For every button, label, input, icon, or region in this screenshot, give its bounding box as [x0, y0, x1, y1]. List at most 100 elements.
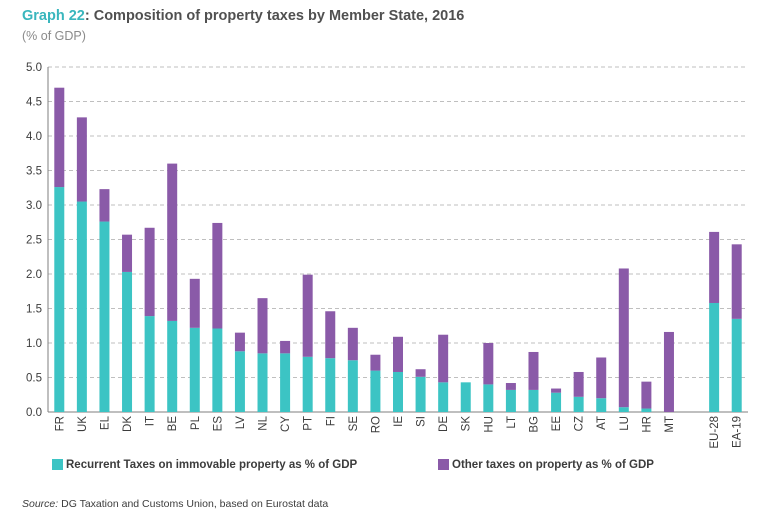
- y-tick-label: 3.0: [26, 200, 42, 212]
- stacked-bar-chart: 0.0 0.5 1.0 1.5 2.0 2.5 3.0 3.5 4.0 4.5 5.0 FR UK EL D…: [26, 62, 748, 471]
- chart-title-text: : Composition of property taxes by Membe…: [84, 8, 465, 24]
- bar-recurrent: [302, 356, 313, 412]
- y-tick-label: 5.0: [26, 62, 42, 74]
- x-tick-label: CY: [280, 416, 292, 432]
- bar-other: [573, 371, 584, 397]
- x-tick-label: IT: [145, 416, 157, 426]
- bar-other: [731, 244, 742, 319]
- bar-other: [280, 340, 291, 354]
- bar-recurrent: [460, 382, 471, 412]
- bar-recurrent: [415, 376, 426, 412]
- bar-other: [641, 381, 652, 409]
- x-tick-label: FI: [325, 416, 337, 426]
- y-tick-label: 1.0: [26, 338, 42, 350]
- bar-other: [709, 231, 720, 303]
- bar-recurrent: [122, 271, 133, 412]
- bar-other: [393, 336, 403, 372]
- bar-other: [596, 357, 607, 399]
- bar-recurrent: [212, 328, 223, 412]
- x-tick-label: PT: [303, 416, 315, 431]
- x-tick-label: LU: [619, 416, 631, 431]
- y-tick-label: 2.0: [26, 269, 42, 281]
- x-tick-label: HR: [641, 416, 653, 433]
- y-tick-label: 4.5: [26, 97, 42, 109]
- bar-recurrent: [551, 392, 562, 412]
- x-tick-label: BE: [167, 416, 179, 432]
- bar-other: [76, 117, 87, 202]
- x-tick-label: EA-19: [732, 416, 744, 448]
- bar-other: [54, 87, 65, 188]
- x-tick-label: LV: [235, 416, 247, 430]
- x-tick-label: PL: [190, 415, 202, 430]
- bar-recurrent: [257, 353, 268, 412]
- chart-subtitle: (% of GDP): [22, 29, 86, 43]
- x-tick-label: CZ: [574, 416, 586, 431]
- bar-recurrent: [393, 371, 403, 412]
- source-note: Source: DG Taxation and Customs Union, b…: [22, 498, 328, 510]
- x-tick-label: RO: [370, 416, 382, 433]
- bar-other: [438, 334, 449, 383]
- y-tick-label: 3.5: [26, 166, 42, 178]
- bar-recurrent: [189, 327, 200, 412]
- bar-other: [347, 327, 358, 361]
- bar-recurrent: [99, 221, 110, 412]
- bar-recurrent: [596, 398, 607, 412]
- x-tick-label: EL: [99, 415, 111, 430]
- bar-other: [99, 189, 110, 222]
- bar-recurrent: [483, 384, 494, 412]
- x-tick-label: NL: [258, 415, 270, 430]
- bar-recurrent: [731, 318, 742, 412]
- source-text: DG Taxation and Customs Union, based on …: [58, 498, 329, 510]
- x-tick-label: FR: [54, 416, 66, 431]
- y-tick-label: 1.5: [26, 304, 42, 316]
- x-tick-label: UK: [77, 416, 89, 432]
- legend-swatch-other: [438, 459, 449, 470]
- bar-other: [528, 351, 539, 390]
- bar-recurrent: [641, 408, 652, 412]
- x-tick-label: SE: [348, 416, 360, 432]
- chart-title-number: Graph 22: [22, 8, 85, 24]
- bar-other: [234, 332, 245, 352]
- bar-recurrent: [618, 407, 629, 412]
- bar-other: [212, 222, 223, 329]
- bar-other: [551, 388, 562, 393]
- bar-other: [505, 383, 516, 390]
- x-tick-label: EE: [551, 416, 563, 432]
- x-tick-label: DK: [122, 416, 134, 432]
- y-tick-label: 0.5: [26, 373, 42, 385]
- x-tick-label: AT: [596, 416, 608, 430]
- legend-swatch-recurrent: [52, 459, 63, 470]
- bar-recurrent: [54, 187, 65, 412]
- bar-recurrent: [438, 382, 449, 412]
- x-tick-label: BG: [528, 416, 540, 433]
- legend-label-recurrent: Recurrent Taxes on immovable property as…: [66, 459, 358, 471]
- bar-recurrent: [347, 360, 358, 412]
- bar-recurrent: [280, 353, 291, 412]
- x-tick-label: SK: [461, 416, 473, 432]
- bar-recurrent: [370, 370, 381, 412]
- x-tick-label: IE: [393, 416, 405, 427]
- source-label: Source:: [22, 498, 59, 510]
- x-tick-label: ES: [212, 416, 224, 432]
- bar-recurrent: [167, 320, 178, 412]
- y-tick-label: 4.0: [26, 131, 42, 143]
- bar-recurrent: [144, 316, 155, 412]
- bar-other: [144, 227, 155, 317]
- bar-recurrent: [528, 389, 539, 412]
- bar-other: [663, 331, 674, 412]
- bar-recurrent: [505, 389, 516, 412]
- bar-recurrent: [234, 351, 245, 412]
- bar-other: [483, 343, 494, 385]
- bar-recurrent: [325, 358, 336, 412]
- y-tick-label: 0.0: [26, 407, 42, 419]
- y-tick-label: 2.5: [26, 235, 42, 247]
- x-tick-label: MT: [664, 416, 676, 433]
- bar-other: [257, 298, 268, 354]
- legend-label-other: Other taxes on property as % of GDP: [452, 459, 654, 471]
- bar-other: [618, 268, 629, 408]
- x-tick-label: SI: [416, 416, 428, 427]
- bar-other: [302, 274, 313, 357]
- bar-other: [325, 311, 336, 359]
- bar-recurrent: [76, 201, 87, 412]
- x-tick-label: LT: [506, 416, 518, 429]
